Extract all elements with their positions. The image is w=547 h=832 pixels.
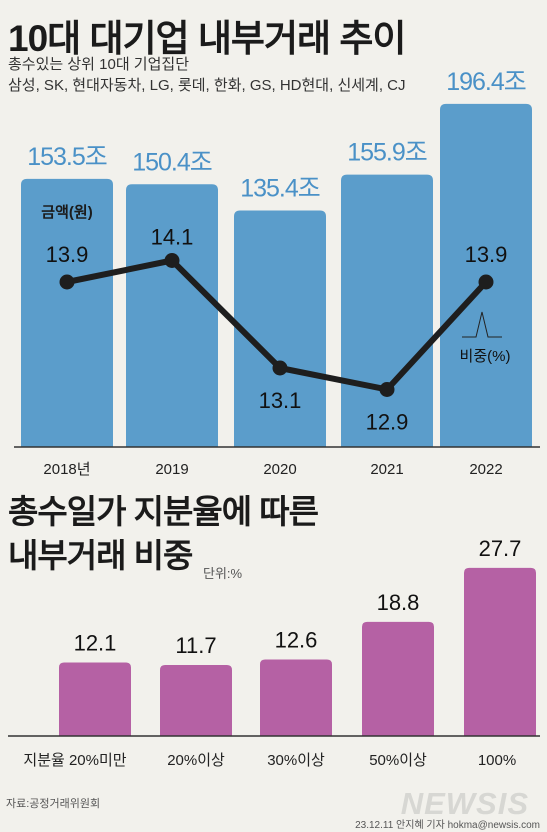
line-point: [164, 253, 180, 268]
callout-bracket: [462, 311, 502, 338]
bar-value-label: 18.8: [377, 590, 420, 615]
bar-share: [260, 659, 332, 736]
bar-value-label: 12.6: [275, 628, 318, 653]
x-tick-label: 100%: [478, 752, 516, 769]
series-label-share: 비중(%): [460, 348, 511, 365]
bar-value-label: 153.5조: [27, 143, 107, 171]
bar-value-label: 196.4조: [446, 68, 526, 96]
line-value-label: 13.9: [46, 242, 89, 267]
subtitle-line-2: 삼성, SK, 현대자동차, LG, 롯데, 한화, GS, HD현대, 신세계…: [8, 77, 406, 94]
x-tick-label: 2021: [370, 461, 403, 478]
bar-amount: [126, 184, 218, 447]
x-tick-label: 지분율 20%미만: [23, 752, 126, 769]
bar-share: [160, 664, 232, 736]
bar-amount: [234, 210, 326, 447]
newsis-watermark-logo: NEWSIS: [400, 786, 529, 821]
bar-amount: [21, 178, 113, 447]
credit-line: 23.12.11 안지혜 기자 hokma@newsis.com: [355, 820, 540, 831]
second-chart-title: 총수일가 지분율에 따른 내부거래 비중: [8, 490, 319, 578]
bar-value-label: 11.7: [175, 633, 216, 658]
subtitle-line-1: 총수있는 상위 10대 기업집단: [8, 56, 189, 73]
x-tick-label: 2022: [469, 461, 502, 478]
chart-title: 10대 대기업 내부거래 추이: [8, 18, 406, 59]
x-tick-label: 2018년: [43, 461, 90, 478]
line-point: [478, 274, 494, 290]
line-value-label: 13.9: [465, 242, 508, 267]
line-point: [379, 382, 395, 397]
x-tick-label: 20%이상: [167, 752, 225, 769]
x-tick-label: 30%이상: [267, 752, 325, 769]
x-tick-label: 2020: [263, 461, 296, 478]
bar-share: [362, 621, 434, 736]
bar-amount: [341, 174, 433, 447]
line-value-label: 13.1: [259, 388, 302, 413]
bar-share: [59, 662, 131, 736]
bar-value-label: 155.9조: [347, 139, 427, 167]
second-title-line-2: 내부거래 비중: [8, 537, 193, 574]
bar-value-label: 150.4조: [132, 148, 212, 176]
x-tick-label: 50%이상: [369, 752, 427, 769]
second-title-line-1: 총수일가 지분율에 따른: [8, 493, 319, 530]
bar-value-label: 27.7: [479, 536, 522, 561]
bar-value-label: 135.4조: [240, 174, 320, 202]
source-note: 자료:공정거래위원회: [6, 798, 101, 810]
x-tick-label: 2019: [155, 461, 188, 478]
line-point: [59, 274, 75, 290]
line-point: [272, 360, 288, 376]
bar-value-label: 12.1: [74, 631, 117, 656]
line-value-label: 12.9: [366, 410, 409, 435]
unit-label: 단위:%: [203, 566, 243, 581]
chart-subtitle: 총수있는 상위 10대 기업집단 삼성, SK, 현대자동차, LG, 롯데, …: [8, 54, 406, 96]
bar-share: [464, 567, 536, 736]
series-label-amount: 금액(원): [41, 203, 92, 221]
line-value-label: 14.1: [151, 225, 194, 250]
